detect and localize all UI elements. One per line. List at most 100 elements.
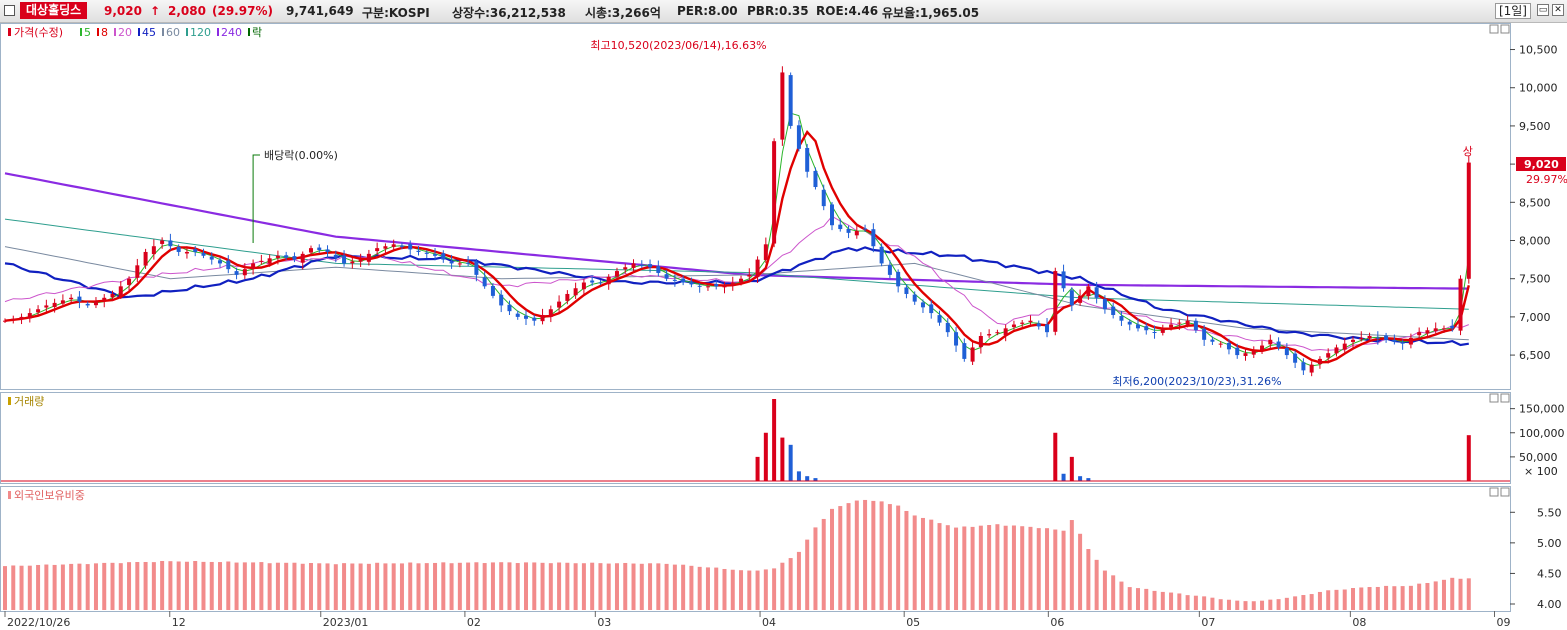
foreign-ratio-bar <box>102 562 107 610</box>
candle <box>36 309 41 313</box>
volume-bar <box>1086 478 1091 481</box>
candle <box>1045 324 1050 333</box>
foreign-ratio-bar <box>937 523 942 610</box>
panel-close-icon[interactable] <box>1500 24 1510 34</box>
candle <box>954 332 959 346</box>
foreign-ratio-bar <box>52 564 57 610</box>
foreign-ratio-bar <box>1425 582 1430 610</box>
panel-minimize-icon[interactable] <box>1489 393 1499 403</box>
x-tick-label: 04 <box>762 616 776 629</box>
foreign-ratio-bar <box>408 562 413 610</box>
foreign-ratio-bar <box>1119 581 1124 610</box>
x-tick-label: 2023/01 <box>323 616 369 629</box>
candle <box>1425 330 1430 334</box>
candle <box>581 282 586 290</box>
volume-bar <box>805 476 810 481</box>
foreign-ratio-bar <box>490 562 495 610</box>
foreign-ratio-bar <box>639 563 644 610</box>
y-tick-label: 150,000 <box>1519 403 1565 416</box>
foreign-ratio-bar <box>813 527 818 610</box>
candle <box>102 297 107 301</box>
volume-bar <box>1053 432 1058 481</box>
candle <box>1317 358 1322 365</box>
candle <box>44 305 49 308</box>
foreign-ratio-bar <box>929 519 934 610</box>
foreign-ratio-bar <box>69 563 74 610</box>
foreign-ratio-bar <box>1417 583 1422 610</box>
candle <box>1144 326 1149 331</box>
candle <box>1177 322 1182 324</box>
legend-marker <box>162 28 164 36</box>
stock-name[interactable]: 대상홀딩스 <box>20 2 88 19</box>
candle <box>308 248 313 253</box>
candle <box>482 277 487 287</box>
legend-volume: 거래량 <box>14 395 44 408</box>
legend-ma-45: 45 <box>142 26 156 39</box>
foreign-ratio-bar <box>110 562 115 610</box>
candle <box>1094 287 1099 298</box>
panel-minimize-icon[interactable] <box>1489 24 1499 34</box>
foreign-ratio-bar <box>838 506 843 610</box>
foreign-ratio-bar <box>218 562 223 610</box>
legend-foreign-ratio: 외국인보유비중 <box>14 489 85 502</box>
y-tick-label: 5.50 <box>1537 506 1562 519</box>
foreign-ratio-bar <box>226 561 231 610</box>
select-checkbox[interactable] <box>4 5 15 16</box>
candle <box>375 248 380 252</box>
candle <box>1119 316 1124 321</box>
foreign-ratio-bar <box>978 525 983 610</box>
stock-chart[interactable]: 2022/10/26122023/01020304050607080910111… <box>0 23 1567 630</box>
foreign-ratio-bar <box>1094 559 1099 610</box>
foreign-ratio-bar <box>1078 533 1083 610</box>
foreign-ratio-bar <box>118 563 123 610</box>
candle <box>1334 347 1339 354</box>
foreign-ratio-bar <box>135 562 140 610</box>
candle <box>813 170 818 188</box>
foreign-ratio-bar <box>1202 596 1207 610</box>
panel-minimize-icon[interactable] <box>1489 487 1499 497</box>
annotation-limit-up: 상 <box>1463 145 1473 158</box>
foreign-ratio-bar <box>871 500 876 610</box>
x-tick-label: 03 <box>597 616 611 629</box>
foreign-ratio-bar <box>251 562 256 610</box>
foreign-ratio-bar <box>1086 549 1091 610</box>
foreign-ratio-bar <box>1127 587 1132 610</box>
foreign-ratio-bar <box>383 563 388 610</box>
candle <box>1293 353 1298 363</box>
foreign-ratio-bar <box>416 563 421 610</box>
foreign-ratio-bar <box>896 505 901 610</box>
candle <box>1169 324 1174 328</box>
candle <box>705 286 710 288</box>
minimize-icon[interactable]: ▭ <box>1537 4 1549 16</box>
candle <box>1408 337 1413 345</box>
foreign-ratio-bar <box>1342 589 1347 610</box>
candle <box>1400 342 1405 344</box>
candle <box>714 283 719 287</box>
foreign-ratio-bar <box>1441 579 1446 610</box>
candle <box>1260 345 1265 351</box>
candle <box>1417 332 1422 336</box>
foreign-ratio-bar <box>1260 600 1265 610</box>
candle <box>548 309 553 317</box>
candle <box>1284 347 1289 356</box>
panel-close-icon[interactable] <box>1500 487 1510 497</box>
foreign-ratio-bar <box>747 570 752 610</box>
foreign-ratio-bar <box>532 562 537 610</box>
foreign-ratio-bar <box>292 562 297 610</box>
foreign-ratio-bar <box>358 563 363 610</box>
foreign-ratio-bar <box>499 562 504 610</box>
foreign-ratio-bar <box>648 563 653 610</box>
foreign-ratio-bar <box>424 563 429 610</box>
foreign-ratio-bar <box>672 564 677 610</box>
close-icon[interactable]: ✕ <box>1552 4 1564 16</box>
panel-close-icon[interactable] <box>1500 393 1510 403</box>
y-tick-label: 6,500 <box>1519 349 1551 362</box>
foreign-ratio-bar <box>176 561 181 610</box>
candle <box>1466 162 1471 279</box>
period-selector[interactable]: [1일] <box>1494 3 1531 19</box>
candle <box>912 294 917 302</box>
y-tick-label: 8,500 <box>1519 196 1551 209</box>
candle <box>755 259 760 277</box>
candle <box>1367 335 1372 339</box>
candle <box>821 189 826 207</box>
